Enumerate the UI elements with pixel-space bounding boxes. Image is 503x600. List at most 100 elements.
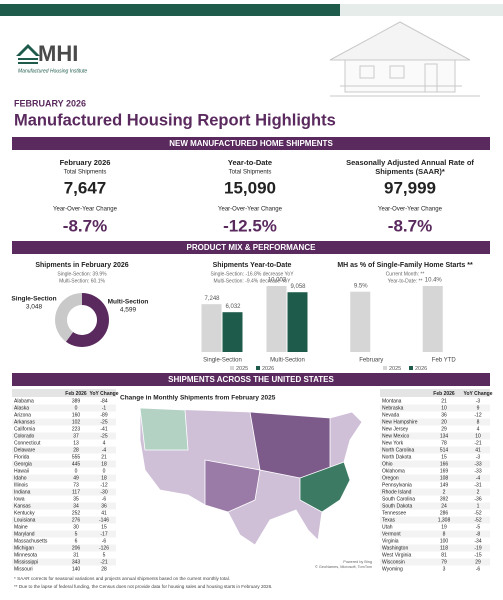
bar-value-label: 6,032: [225, 304, 241, 310]
stat-change: -12.5%: [223, 216, 277, 235]
table-change: 8: [477, 419, 480, 425]
table-state: Nebraska: [382, 405, 404, 411]
section-title: SHIPMENTS ACROSS THE UNITED STATES: [168, 375, 334, 384]
table-state: New Mexico: [382, 433, 409, 439]
table-change: -19: [474, 545, 481, 551]
table-change: -15: [474, 552, 481, 558]
table-state: Maryland: [14, 531, 35, 537]
table-change: 4: [103, 440, 106, 446]
table-value: 13: [73, 440, 79, 446]
report-date: FEBRUARY 2026: [14, 98, 86, 108]
table-row-bg: [380, 418, 490, 426]
table-value: 223: [72, 426, 81, 432]
table-state: North Dakota: [382, 454, 412, 460]
table-change: -12: [474, 412, 481, 418]
table-state: Alaska: [14, 405, 29, 411]
table-state: Florida: [14, 454, 30, 460]
table-value: 10: [441, 405, 447, 411]
table-change: 41: [101, 510, 107, 516]
footnote: * SAAR corrects for seasonal variations …: [14, 576, 230, 581]
chart-subtitle: Single-Section: 39.9%: [57, 271, 107, 277]
table-value: 49: [73, 475, 79, 481]
table-row-bg: [12, 502, 116, 510]
chart-subtitle: Multi-Section: 60.1%: [59, 278, 105, 284]
table-change: -4: [102, 447, 107, 453]
table-state: Alabama: [14, 398, 34, 404]
donut-slice: [65, 293, 109, 347]
table-change: -41: [100, 426, 107, 432]
table-value: 392: [440, 496, 449, 502]
table-value: 36: [441, 412, 447, 418]
table-row-bg: [380, 558, 490, 566]
stat-label: February 2026: [60, 158, 111, 167]
table-change: -17: [100, 531, 107, 537]
stat-label: Total Shipments: [229, 170, 272, 176]
table-change: -52: [474, 517, 481, 523]
table-row-bg: [12, 460, 116, 468]
table-value: 24: [441, 503, 447, 509]
table-value: 108: [440, 475, 449, 481]
table-state: Georgia: [14, 461, 32, 467]
chart-title: Shipments in February 2026: [35, 262, 128, 269]
x-category-label: Feb YTD: [432, 358, 457, 364]
table-change: -25: [100, 433, 107, 439]
table-change: -25: [100, 419, 107, 425]
table-change: -34: [474, 538, 481, 544]
table-change: -146: [99, 517, 109, 523]
us-map: [139, 407, 363, 546]
chart-subtitle: Multi-Section: -9.4% decrease YoY: [214, 278, 292, 284]
table-value: 34: [73, 503, 79, 509]
table-value: 1,308: [438, 517, 451, 523]
table-header-bg: [12, 389, 116, 397]
house-illustration: [329, 21, 480, 97]
table-change: -12: [100, 482, 107, 488]
section-title: PRODUCT MIX & PERFORMANCE: [187, 243, 317, 252]
table-value: 389: [72, 398, 81, 404]
section-bar: [12, 137, 490, 150]
table-state: Texas: [382, 517, 396, 523]
table-value: 102: [72, 419, 81, 425]
table-change: -126: [99, 545, 109, 551]
bar: [201, 304, 222, 352]
table-change: -33: [474, 468, 481, 474]
report-title: Manufactured Housing Report Highlights: [14, 111, 336, 129]
table-state: West Virginia: [382, 552, 411, 558]
table-value: 6: [75, 538, 78, 544]
donut-slice: [54, 293, 82, 342]
footnote: ** Due to the lapse of federal funding, …: [14, 584, 272, 589]
table-value: 252: [72, 510, 81, 516]
table-value: 140: [72, 566, 81, 572]
brand-subtitle: Manufactured Housing Institute: [18, 68, 87, 74]
table-state: Virginia: [382, 538, 399, 544]
table-row-bg: [380, 544, 490, 552]
table-state: Washington: [382, 545, 408, 551]
table-change: 36: [101, 503, 107, 509]
stat-value: 15,090: [224, 178, 276, 197]
table-state: Tennessee: [382, 510, 406, 516]
table-state: Arizona: [14, 412, 31, 418]
table-state: Illinois: [14, 482, 28, 488]
map-credit: © GeoNames, Microsoft, TomTom: [315, 565, 372, 569]
legend-swatch: [230, 366, 234, 370]
slice-value: 4,599: [120, 307, 137, 314]
table-change: -30: [100, 489, 107, 495]
table-state: Idaho: [14, 475, 27, 481]
table-value: 2: [443, 489, 446, 495]
table-change: -21: [474, 440, 481, 446]
table-change: -3: [476, 454, 481, 460]
table-state: Colorado: [14, 433, 35, 439]
table-value: 166: [440, 461, 449, 467]
table-state: Nevada: [382, 412, 399, 418]
stat-change-label: Year-Over-Year Change: [378, 207, 443, 213]
table-state: Vermont: [382, 531, 401, 537]
table-value: 78: [441, 440, 447, 446]
table-state: Kansas: [14, 503, 31, 509]
table-value: 37: [73, 433, 79, 439]
table-change: -84: [100, 398, 107, 404]
table-change: -31: [474, 482, 481, 488]
table-row-bg: [380, 502, 490, 510]
table-value: 81: [441, 552, 447, 558]
table-value: 100: [440, 538, 449, 544]
table-value: 19: [441, 524, 447, 530]
table-change: 9: [477, 405, 480, 411]
